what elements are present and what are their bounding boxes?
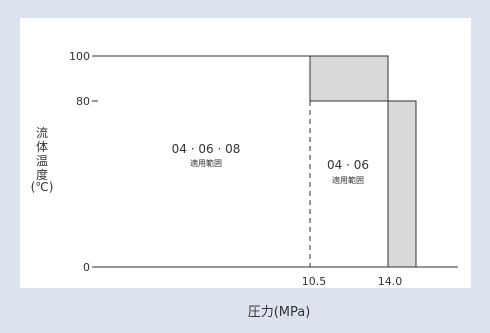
region-label-04-06-08: 04 · 06 · 08 [172, 142, 241, 156]
y-tick-label-100: 100 [69, 50, 90, 63]
shaded-region-right [387, 100, 417, 268]
x-tick-label-10-5: 10.5 [302, 275, 327, 288]
y-tick-label-0: 0 [83, 261, 90, 274]
y-axis-title-char-2: 体 [35, 140, 48, 154]
y-axis-title-char-4: 度 [35, 168, 48, 182]
x-tick-label-14-0: 14.0 [378, 275, 403, 288]
shaded-region-upper [309, 55, 389, 102]
y-axis-title-char-1: 流 [35, 126, 48, 140]
y-axis-title-unit: (℃) [30, 180, 54, 194]
region-label-04-06: 04 · 06 [327, 158, 369, 172]
y-axis-title-char-3: 温 [35, 154, 48, 168]
x-axis-title: 圧力(MPa) [248, 305, 311, 320]
region-sublabel-04-06: 適用範囲 [332, 175, 364, 185]
y-tick-label-80: 80 [76, 95, 90, 108]
region-sublabel-04-06-08: 適用範囲 [190, 158, 222, 168]
